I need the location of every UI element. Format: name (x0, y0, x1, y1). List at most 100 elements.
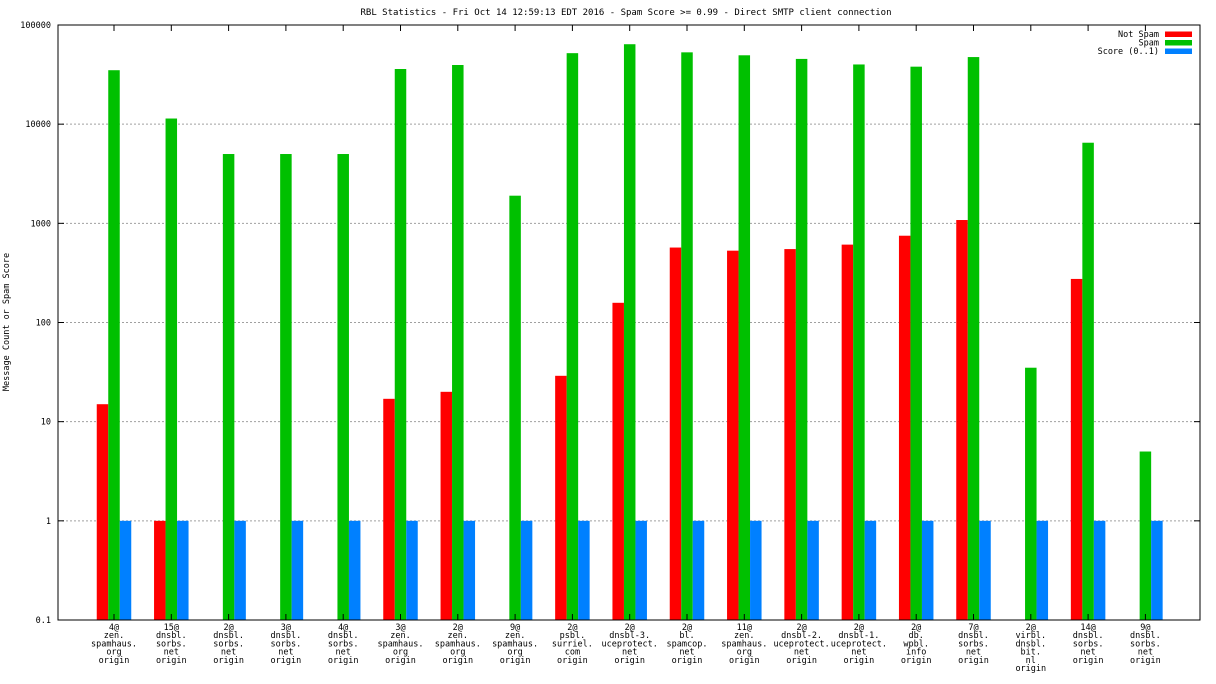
x-category-label: 2@ db. wpbl. info origin (901, 623, 932, 666)
x-category-line: spamhaus. (435, 639, 481, 649)
chart-title: RBL Statistics - Fri Oct 14 12:59:13 EDT… (360, 8, 891, 18)
x-category-line: dnsbl. (328, 631, 359, 641)
x-category-line: org (450, 648, 465, 658)
x-category-line: 11@ (737, 623, 752, 633)
x-category-label: 2@ virbl. dnsbl. bit. nl origin (1015, 623, 1046, 674)
x-category-line: 3@ (281, 623, 291, 633)
x-category-line: dnsbl-2. (781, 631, 822, 641)
bar-not-spam (440, 391, 453, 620)
bar-score (864, 520, 877, 620)
x-category-label: 3@ dnsbl. sorbs. net origin (271, 623, 302, 666)
x-category-line: 2@ (453, 623, 463, 633)
legend-swatch-score (1165, 48, 1192, 54)
x-category-line: com (565, 648, 580, 658)
x-category-line: origin (385, 656, 416, 666)
x-category-label: 9@ dnsbl. sorbs. net origin (1130, 623, 1161, 666)
bar-spam (394, 69, 407, 620)
x-category-line: net (221, 648, 236, 658)
x-category-line: origin (844, 656, 875, 666)
x-category-line: sorbs. (271, 639, 302, 649)
x-category-line: sorbs. (156, 639, 187, 649)
bar-spam (681, 52, 693, 620)
x-category-line: 2@ (567, 623, 577, 633)
x-category-line: uceprotect. (773, 639, 829, 649)
x-category-line: org (106, 648, 121, 658)
bar-spam (165, 118, 178, 620)
bar-score (921, 520, 934, 620)
bar-score (635, 520, 647, 620)
x-category-label: 3@ zen. spamhaus. org origin (377, 623, 423, 666)
bar-not-spam (784, 249, 796, 621)
x-category-line: surriel. (552, 639, 593, 649)
bar-score (291, 520, 304, 620)
x-category-line: origin (500, 656, 531, 666)
bar-spam (222, 154, 235, 621)
x-category-line: origin (328, 656, 359, 666)
bar-score (119, 520, 132, 620)
x-category-label: 2@ dnsbl. sorbs. net origin (213, 623, 244, 666)
x-category-line: sorbs. (958, 639, 989, 649)
x-category-line: uceprotect. (831, 639, 887, 649)
x-category-line: dnsbl. (1130, 631, 1161, 641)
x-category-line: 4@ (109, 623, 119, 633)
bar-score (807, 520, 819, 620)
bar-spam (108, 70, 120, 620)
x-category-line: 15@ (164, 623, 179, 633)
bar-not-spam (727, 250, 739, 621)
x-category-line: info (906, 648, 926, 658)
bar-score (348, 520, 361, 620)
bar-spam (566, 53, 579, 620)
x-category-line: origin (958, 656, 989, 666)
x-category-line: 9@ (510, 623, 520, 633)
legend-label-spam: Spam (1139, 39, 1159, 49)
y-tick-label: 1000 (31, 219, 51, 229)
y-axis-label: Message Count or Spam Score (2, 253, 12, 391)
x-category-label: 4@ dnsbl. sorbs. net origin (328, 623, 359, 666)
bar-score (1151, 520, 1163, 620)
x-category-line: origin (614, 656, 645, 666)
x-category-line: spamhaus. (721, 639, 767, 649)
x-category-line: 2@ (796, 623, 806, 633)
x-category-line: zen. (734, 631, 754, 641)
x-category-line: net (1080, 648, 1095, 658)
y-axis-ticks: 0.1 1 10 100 1000 10000 100000 (20, 21, 1200, 626)
bar-not-spam (898, 235, 911, 621)
x-category-label: 2@ psbl. surriel. com origin (552, 623, 593, 666)
x-category-line: nl (1026, 656, 1036, 666)
legend-swatch-spam (1165, 40, 1192, 46)
x-category-label: 15@ dnsbl. sorbs. net origin (156, 623, 187, 666)
bar-score (1093, 520, 1106, 620)
bar-not-spam (612, 302, 624, 620)
x-category-line: 2@ (911, 623, 921, 633)
x-category-line: origin (786, 656, 817, 666)
x-category-line: origin (271, 656, 302, 666)
bar-spam (967, 57, 980, 620)
x-category-line: net (164, 648, 179, 658)
bar-score (234, 520, 246, 620)
x-category-line: uceprotect. (602, 639, 658, 649)
x-category-line: psbl. (560, 631, 586, 641)
x-category-line: origin (156, 656, 187, 666)
bar-not-spam (383, 398, 395, 620)
x-category-line: db. (909, 631, 924, 641)
x-category-line: bl. (679, 631, 694, 641)
x-category-label: 14@ dnsbl. sorbs. net origin (1073, 623, 1104, 666)
x-category-line: spamcop. (667, 639, 708, 649)
x-category-line: org (393, 648, 408, 658)
x-category-label: 2@ dnsbl-2. uceprotect. net origin (773, 623, 829, 666)
x-category-line: origin (1130, 656, 1161, 666)
bar-score (692, 520, 705, 620)
x-category-label: 11@ zen. spamhaus. org origin (721, 623, 767, 666)
legend-label-not-spam: Not Spam (1118, 30, 1159, 40)
bar-spam (1025, 367, 1037, 620)
x-category-line: 9@ (1140, 623, 1150, 633)
bar-score (177, 520, 189, 620)
x-category-line: bit. (1021, 648, 1041, 658)
x-category-label: 9@ zen. spamhaus. org origin (492, 623, 538, 666)
bar-spam (623, 44, 636, 621)
x-category-line: dnsbl. (271, 631, 302, 641)
bars (96, 44, 1163, 621)
x-category-line: zen. (448, 631, 468, 641)
x-category-label: 2@ dnsbl-3. uceprotect. net origin (602, 623, 658, 666)
y-tick-label: 100 (36, 319, 51, 329)
